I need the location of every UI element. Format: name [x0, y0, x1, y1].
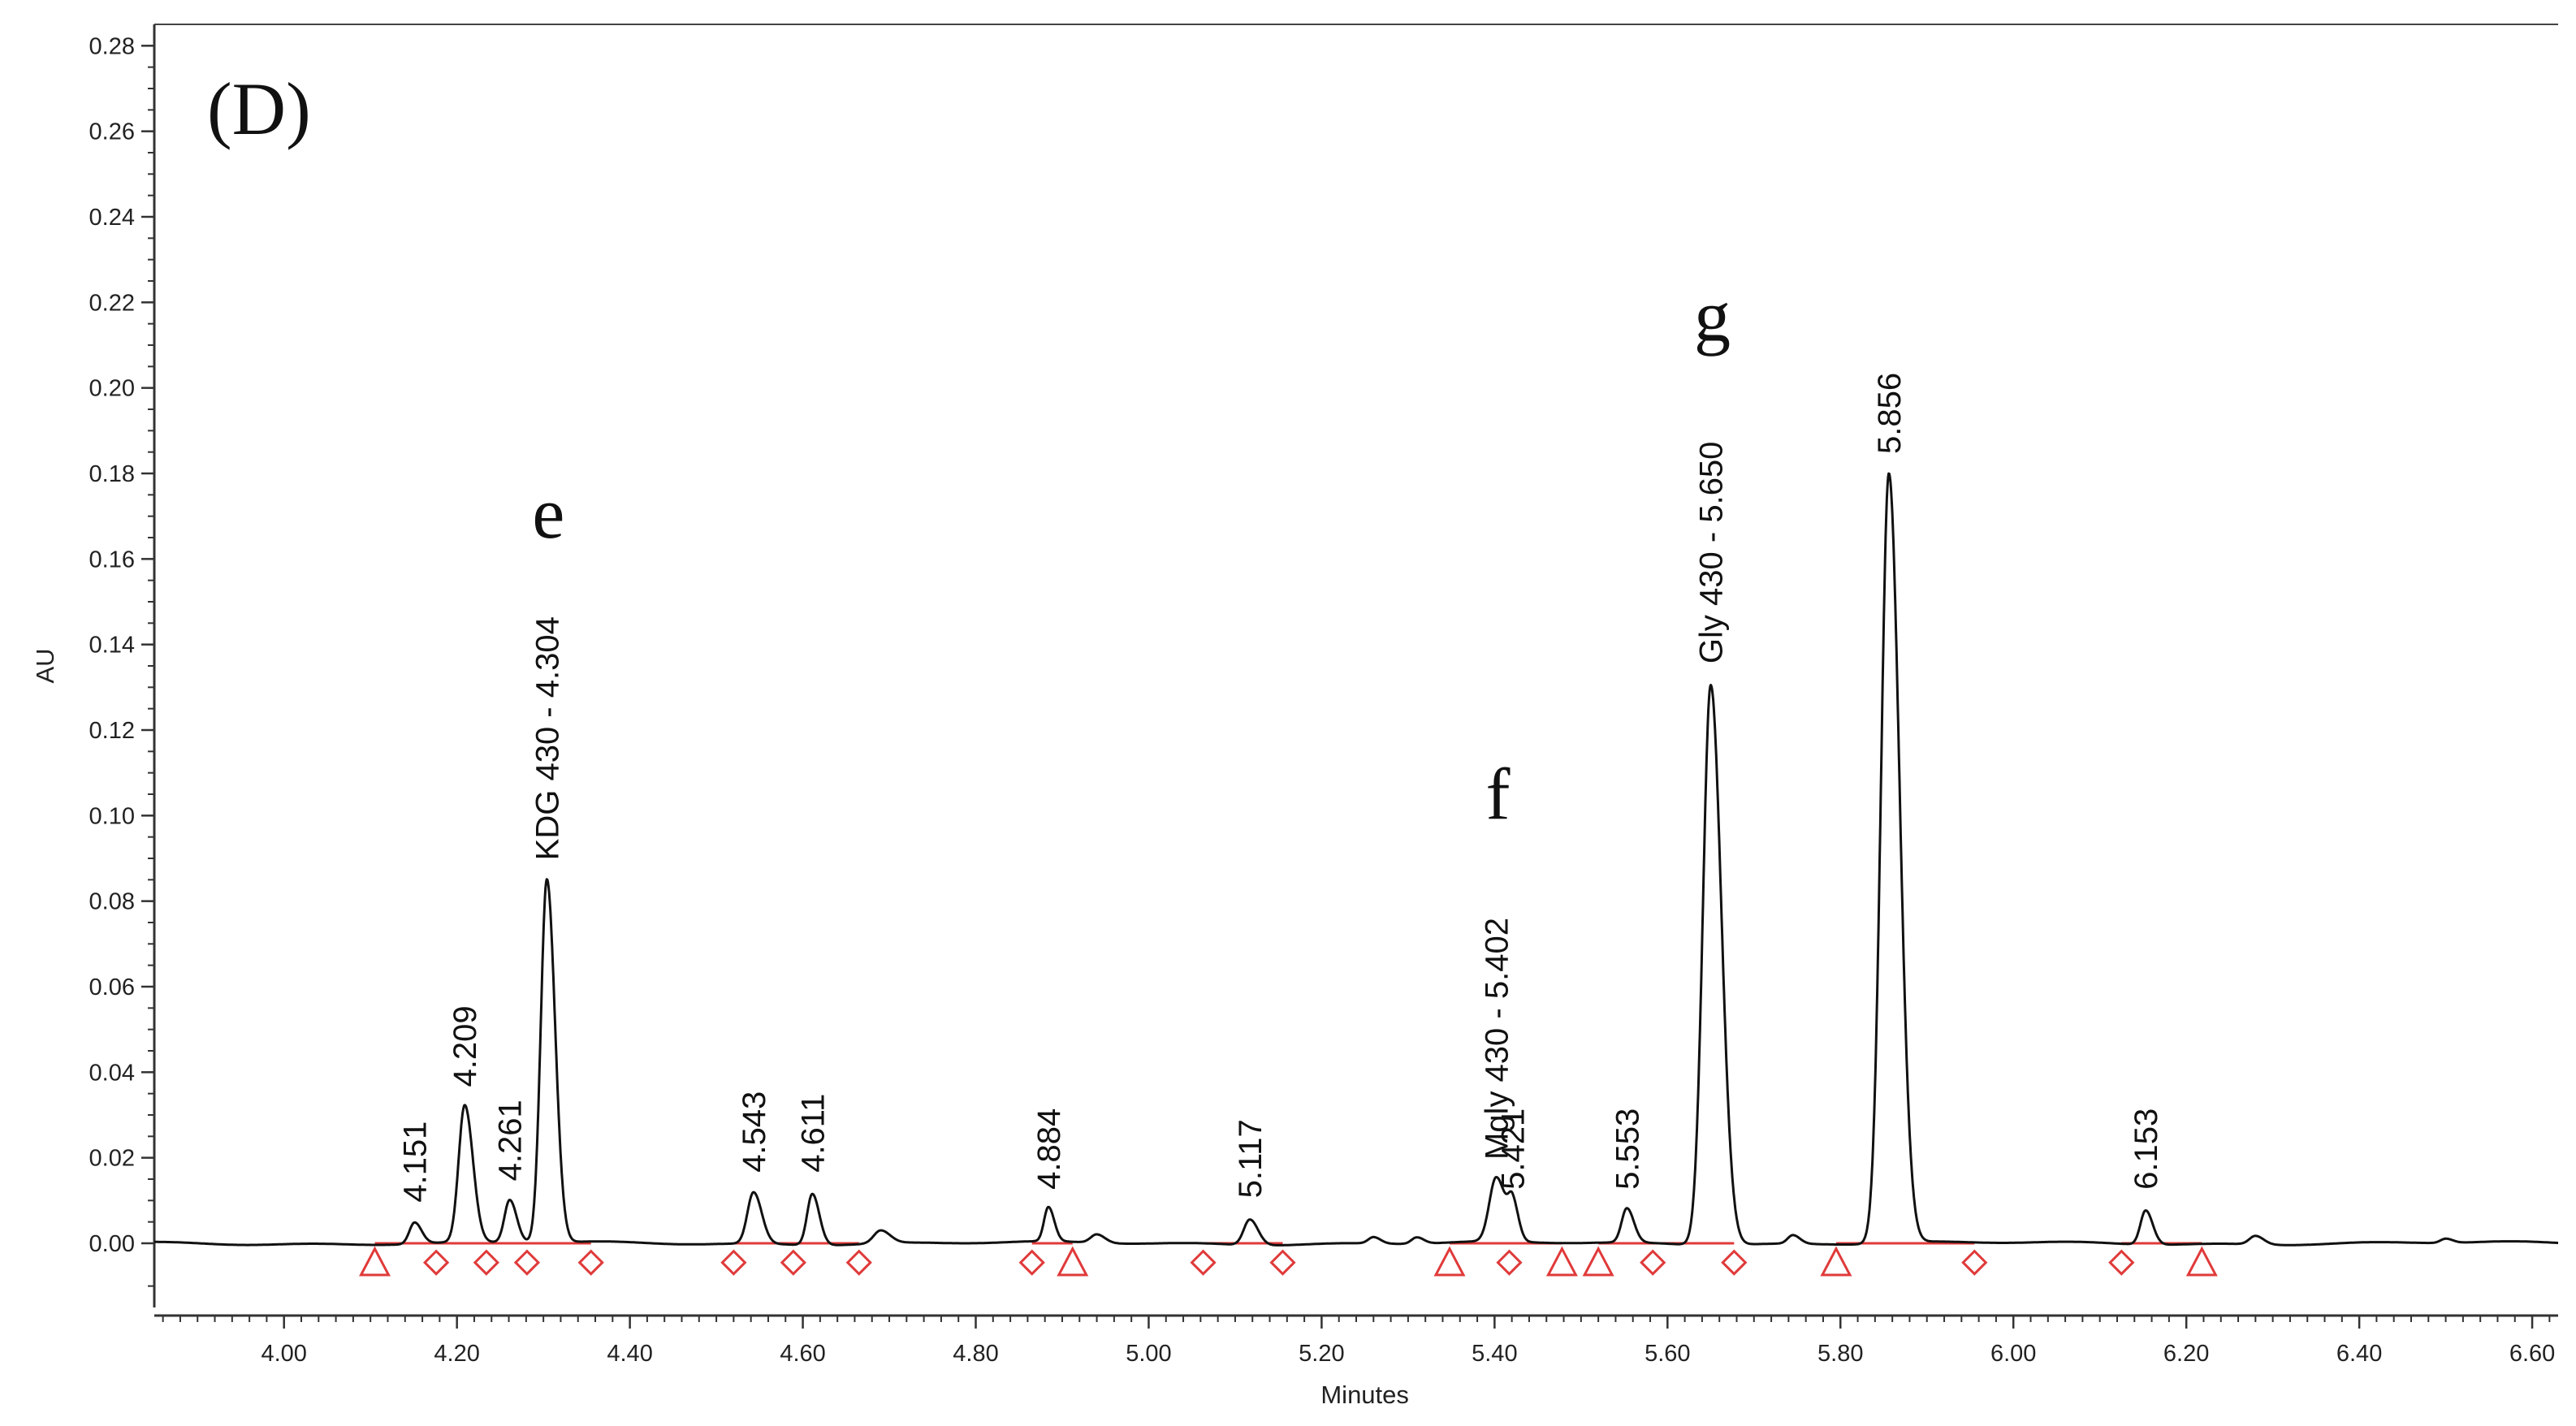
integration-diamond	[1190, 1249, 1217, 1276]
peak-marker-letter: g	[1694, 277, 1731, 357]
x-tick-label: 4.00	[261, 1341, 306, 1367]
integration-diamond	[1721, 1249, 1748, 1276]
x-tick-label: 4.20	[434, 1341, 479, 1367]
integration-start-triangle	[1545, 1246, 1578, 1277]
y-tick-label: 0.24	[89, 205, 135, 231]
y-tick-label: 0.10	[89, 803, 135, 829]
integration-start-triangle	[2185, 1246, 2218, 1277]
y-axis: 0.00 0.02 0.04 0.06 0.08 0.10 0.12 0.14 0.16 0.18…	[89, 24, 156, 1307]
peak-label: 5.117	[1233, 1119, 1269, 1198]
peak-label: 4.611	[795, 1094, 831, 1173]
x-tick-label: 6.00	[1990, 1341, 2036, 1367]
peak-label: 4.209	[447, 1005, 483, 1087]
integration-diamond	[513, 1249, 541, 1276]
y-tick-label: 0.22	[89, 290, 135, 316]
x-tick-label: 6.40	[2336, 1341, 2382, 1367]
x-tick-label: 4.60	[780, 1341, 825, 1367]
y-tick-label: 0.20	[89, 376, 135, 402]
y-tick-label: 0.00	[89, 1231, 135, 1257]
integration-diamond	[1269, 1249, 1296, 1276]
peak-label: Mgly 430 - 5.402	[1479, 918, 1515, 1160]
x-tick-label: 5.00	[1126, 1341, 1171, 1367]
peak-label: Gly 430 - 5.650	[1694, 442, 1730, 664]
x-axis: 4.00 4.20 4.40 4.60 4.80 5.00 5.20 5.40 5.60 5.80…	[154, 1314, 2558, 1367]
y-tick-label: 0.16	[89, 547, 135, 573]
peak-markers: e f g	[532, 277, 1731, 835]
y-tick-label: 0.02	[89, 1146, 135, 1172]
x-tick-label: 4.80	[953, 1341, 998, 1367]
y-tick-label: 0.18	[89, 461, 135, 487]
peak-label: 4.151	[397, 1121, 433, 1203]
integration-start-triangle	[1582, 1246, 1614, 1277]
integration-diamond	[845, 1249, 872, 1276]
integration-diamond	[780, 1249, 806, 1276]
x-tick-label: 4.40	[607, 1341, 652, 1367]
integration-start-triangle	[1433, 1246, 1466, 1277]
peak-label: 4.261	[493, 1100, 529, 1181]
x-tick-label: 6.20	[2163, 1341, 2209, 1367]
integration-diamond	[577, 1249, 604, 1276]
y-tick-label: 0.12	[89, 718, 135, 744]
integration-marks	[359, 1246, 2218, 1277]
y-tick-label: 0.06	[89, 974, 135, 1000]
x-tick-label: 6.60	[2509, 1341, 2555, 1367]
peak-label: 4.543	[737, 1091, 772, 1173]
peak-labels: 4.151 4.209 4.261 KDG 430 - 4.304 4.543 4.611…	[397, 373, 2164, 1203]
integration-diamond	[1640, 1249, 1666, 1276]
integration-diamond	[422, 1249, 450, 1276]
chromatogram-trace	[153, 472, 2559, 1247]
peak-marker-letter: e	[532, 473, 564, 554]
y-axis-title: AU	[31, 648, 59, 683]
peak-label: 5.421	[1496, 1108, 1532, 1190]
integration-diamond	[473, 1249, 499, 1276]
y-tick-label: 0.26	[89, 119, 135, 145]
y-tick-label: 0.28	[89, 33, 135, 59]
x-tick-label: 5.60	[1645, 1341, 1690, 1367]
y-tick-label: 0.14	[89, 633, 135, 659]
integration-diamond	[1496, 1249, 1523, 1276]
x-tick-label: 5.40	[1472, 1341, 1517, 1367]
panel-label: (D)	[207, 67, 311, 150]
peak-label: 6.153	[2129, 1108, 2164, 1190]
x-axis-title: Minutes	[1320, 1381, 1409, 1409]
y-tick-label: 0.08	[89, 889, 135, 915]
integration-start-triangle	[1057, 1246, 1089, 1277]
integration-diamond	[1018, 1249, 1045, 1276]
integration-diamond	[720, 1249, 747, 1276]
integration-start-triangle	[1820, 1246, 1852, 1277]
peak-marker-letter: f	[1485, 754, 1510, 835]
peak-label: KDG 430 - 4.304	[529, 616, 565, 860]
integration-diamond	[1961, 1249, 1988, 1276]
y-tick-label: 0.04	[89, 1060, 135, 1086]
integration-diamond	[2108, 1249, 2135, 1276]
peak-label: 5.856	[1872, 373, 1908, 454]
x-tick-label: 5.80	[1817, 1341, 1863, 1367]
x-tick-label: 5.20	[1299, 1341, 1344, 1367]
integration-start-triangle	[359, 1246, 391, 1277]
peak-label: 4.884	[1031, 1108, 1067, 1190]
peak-label: 5.553	[1610, 1108, 1645, 1190]
chromatogram-trace-group	[153, 472, 2559, 1247]
